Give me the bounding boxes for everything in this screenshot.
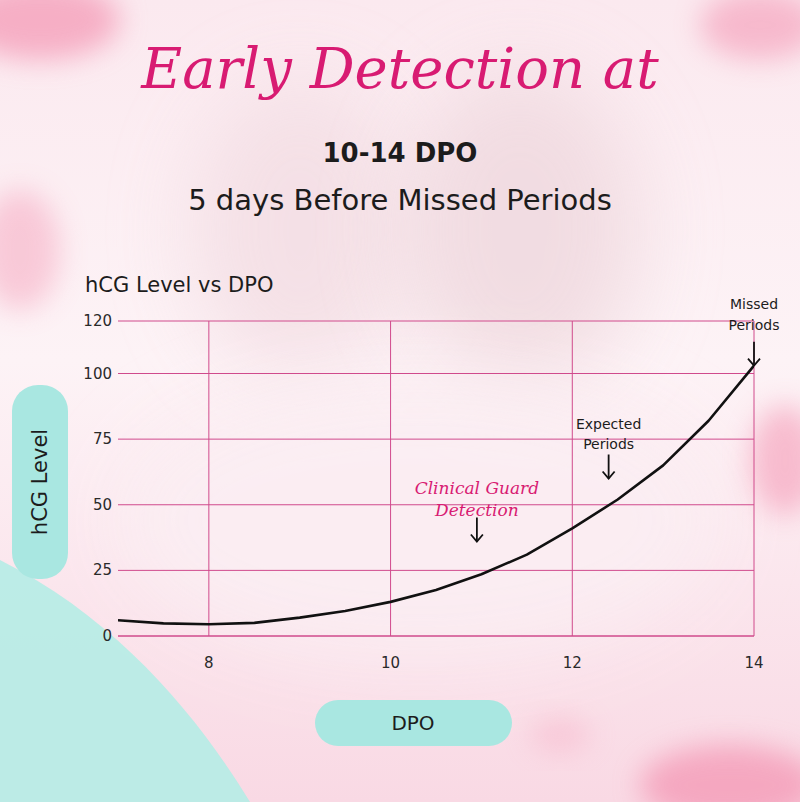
corner-shape <box>0 560 250 802</box>
x-label-pill <box>315 700 512 746</box>
annotation: Missed Periods <box>729 296 780 366</box>
x-tick-label: 14 <box>744 654 763 672</box>
petal <box>750 405 800 515</box>
page: Early Detection at 10-14 DPO 5 days Before… <box>0 0 800 802</box>
annotation-text: Missed <box>730 296 778 312</box>
backdrop-shape <box>190 80 410 380</box>
annotation-arrowhead <box>471 535 483 542</box>
backdrop-shape <box>120 380 720 660</box>
x-tick-label: 10 <box>381 654 400 672</box>
annotation-text: Detection <box>434 500 519 520</box>
annotation-text: Expected <box>576 416 641 432</box>
annotation-arrow <box>476 518 478 542</box>
y-grid-line <box>118 636 754 637</box>
petal <box>530 717 590 753</box>
y-grid-line <box>118 321 754 322</box>
petal <box>0 190 60 310</box>
annotation-text: Periods <box>583 436 634 452</box>
annotation-arrow <box>608 455 610 479</box>
grid <box>118 321 754 636</box>
annotation: Clinical GuardDetection <box>415 478 540 542</box>
annotation-arrow <box>753 342 755 366</box>
y-grid-line <box>118 570 754 571</box>
x-tick-label: 8 <box>204 654 214 672</box>
annotation-text: Periods <box>729 317 780 333</box>
backdrop-shape <box>400 70 640 390</box>
x-axis-label: DPO <box>391 711 434 735</box>
x-grid-line <box>208 321 209 636</box>
y-tick-label: 100 <box>83 365 112 383</box>
annotation: Expected Periods <box>576 416 641 479</box>
y-label-pill <box>12 385 68 579</box>
annotation-arrowhead <box>748 359 760 366</box>
x-tick-label: 12 <box>563 654 582 672</box>
chart-title: hCG Level vs DPO <box>85 273 273 297</box>
y-axis-label: hCG Level <box>28 429 52 535</box>
headline-range: 10-14 DPO <box>323 138 478 168</box>
y-tick-label: 120 <box>83 312 112 330</box>
y-tick-label: 50 <box>93 496 112 514</box>
x-grid-line <box>754 321 755 636</box>
y-tick-label: 75 <box>93 430 112 448</box>
x-axis-line <box>118 636 754 637</box>
x-grid-line <box>572 321 573 636</box>
plot-area <box>118 366 754 625</box>
annotation-text: Clinical Guard <box>415 478 540 498</box>
annotation-arrowhead <box>603 472 615 479</box>
petal <box>0 0 120 60</box>
x-grid-line <box>390 321 391 636</box>
y-tick-label: 25 <box>93 561 112 579</box>
petal <box>700 0 800 60</box>
y-grid-line <box>118 373 754 374</box>
petal <box>640 745 800 802</box>
headline-sub: 5 days Before Missed Periods <box>188 183 612 217</box>
headline: Early Detection at <box>140 36 659 101</box>
y-tick-label: 0 <box>102 627 112 645</box>
background <box>0 0 800 802</box>
hcg-line <box>118 366 754 625</box>
y-grid-line <box>118 439 754 440</box>
